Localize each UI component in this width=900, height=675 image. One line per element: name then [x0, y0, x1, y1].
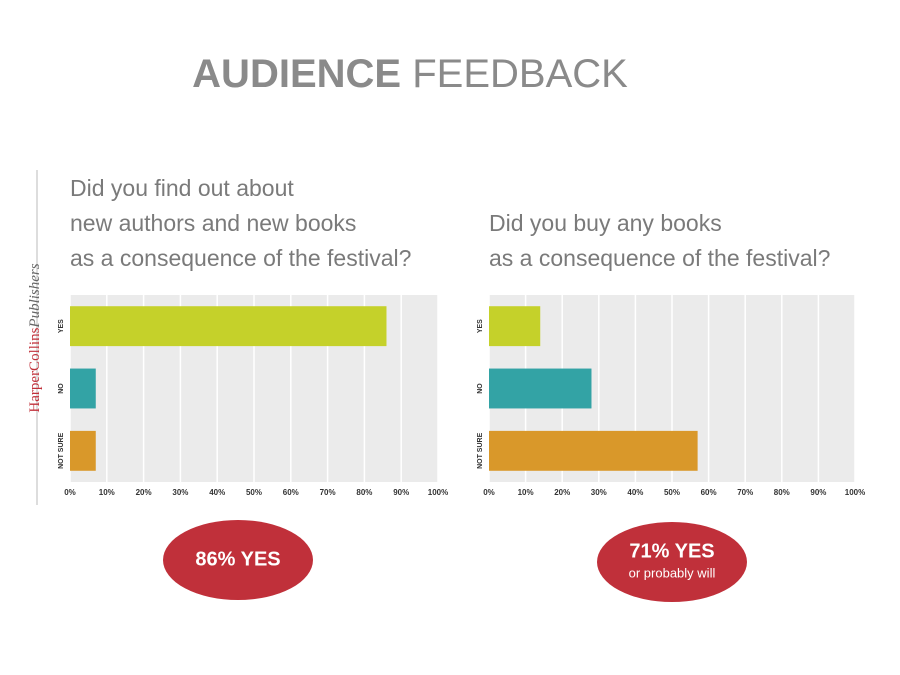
chart-title: as a consequence of the festival?	[489, 245, 830, 271]
x-tick-label: 40%	[209, 488, 225, 497]
chart-title: Did you find out about	[70, 175, 294, 201]
y-tick-label: NO	[477, 383, 484, 394]
callout-oval	[597, 522, 747, 602]
x-tick-label: 20%	[136, 488, 152, 497]
x-tick-label: 80%	[774, 488, 790, 497]
callout-note: or probably will	[629, 565, 716, 580]
y-tick-label: YES	[58, 319, 65, 333]
x-tick-label: 70%	[320, 488, 336, 497]
x-tick-label: 60%	[283, 488, 299, 497]
logo-sub: Publishers	[27, 263, 43, 328]
title-light: FEEDBACK	[412, 52, 628, 96]
x-tick-label: 70%	[737, 488, 753, 497]
x-tick-label: 50%	[246, 488, 262, 497]
x-tick-label: 50%	[664, 488, 680, 497]
x-tick-label: 100%	[428, 488, 448, 497]
callout-oval	[163, 520, 313, 600]
chart-title: Did you buy any books	[489, 210, 722, 236]
y-tick-label: YES	[477, 319, 484, 333]
x-tick-label: 10%	[518, 488, 534, 497]
x-tick-label: 90%	[393, 488, 409, 497]
chart-title: as a consequence of the festival?	[70, 245, 411, 271]
x-tick-label: 40%	[627, 488, 643, 497]
logo-main: HarperCollins	[27, 327, 43, 412]
bar	[70, 306, 387, 347]
x-tick-label: 30%	[591, 488, 607, 497]
x-tick-label: 90%	[810, 488, 826, 497]
x-tick-label: 0%	[64, 488, 76, 497]
y-tick-label: NOT SURE	[477, 432, 484, 469]
x-tick-label: 100%	[845, 488, 865, 497]
bar	[70, 368, 96, 409]
slide-title: AUDIENCE FEEDBACK	[192, 52, 628, 96]
callout-text: 86% YES	[195, 548, 280, 570]
x-tick-label: 20%	[554, 488, 570, 497]
x-tick-label: 10%	[99, 488, 115, 497]
bar	[70, 430, 96, 471]
x-tick-label: 30%	[172, 488, 188, 497]
chart-title: new authors and new books	[70, 210, 356, 236]
bar	[489, 430, 698, 471]
bar	[489, 368, 592, 409]
x-tick-label: 80%	[356, 488, 372, 497]
bar	[489, 306, 541, 347]
y-tick-label: NOT SURE	[58, 432, 65, 469]
x-tick-label: 0%	[483, 488, 495, 497]
x-tick-label: 60%	[701, 488, 717, 497]
title-bold: AUDIENCE	[192, 52, 401, 96]
y-tick-label: NO	[58, 383, 65, 394]
callout-text: 71% YES	[629, 540, 714, 562]
logo: HarperCollinsPublishers	[27, 263, 43, 412]
